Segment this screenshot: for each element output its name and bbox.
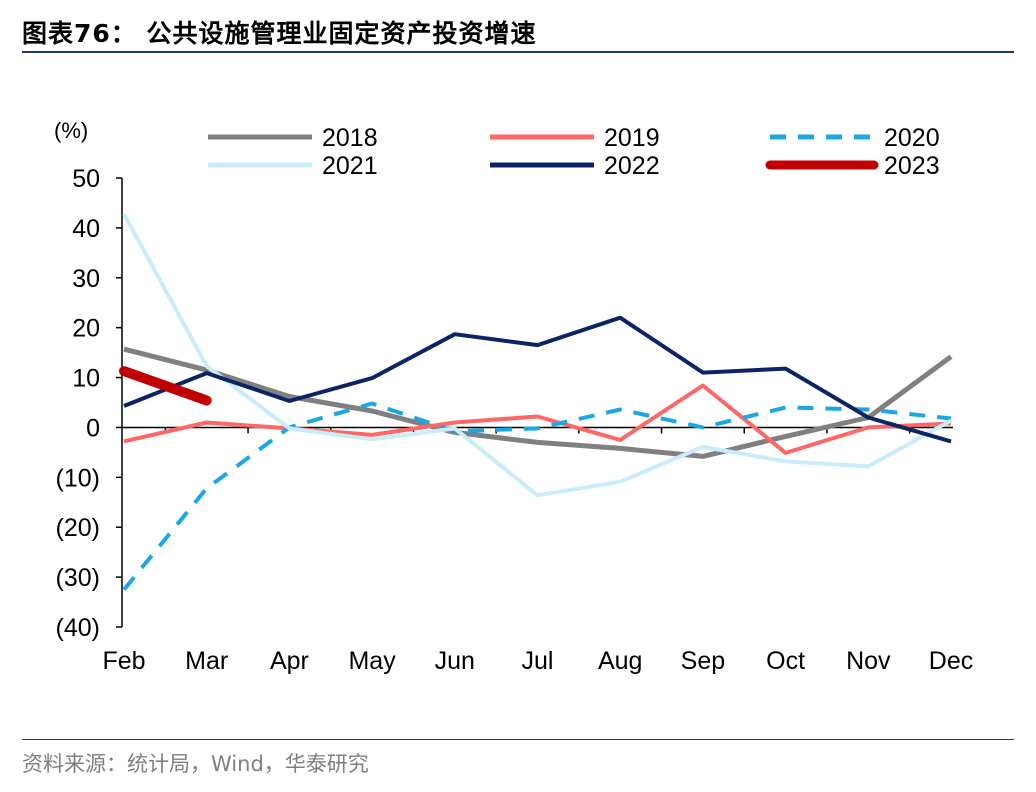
x-tick-label: May [348, 647, 396, 675]
y-tick-label: (10) [56, 464, 100, 492]
legend-label-2020: 2020 [884, 124, 940, 152]
source-rule [22, 739, 1014, 740]
x-tick-label: Aug [598, 647, 642, 675]
y-tick-label: (30) [56, 564, 100, 592]
series-line-2021 [122, 212, 952, 498]
series-line-2020 [122, 401, 952, 591]
series-line-2022 [123, 315, 952, 444]
y-tick-label: 50 [72, 165, 100, 193]
y-tick-label: 0 [86, 414, 100, 442]
y-tick-label: (20) [56, 514, 100, 542]
legend-label-2019: 2019 [604, 124, 660, 152]
source-note: 资料来源：统计局，Wind，华泰研究 [22, 752, 369, 776]
x-tick-label: Jul [522, 647, 554, 675]
x-tick-label: Dec [929, 647, 973, 675]
y-tick-label: 10 [72, 365, 100, 393]
title-rule [22, 51, 1014, 53]
x-tick-label: Nov [846, 647, 891, 675]
legend-label-2018: 2018 [322, 124, 378, 152]
series-line-2018 [123, 346, 953, 459]
x-tick-label: Oct [766, 647, 805, 675]
x-tick-label: Apr [270, 647, 309, 675]
series-line-2019 [123, 383, 952, 455]
x-tick-label: Jun [435, 647, 475, 675]
legend-label-2022: 2022 [604, 152, 660, 180]
y-tick-label: 40 [72, 215, 100, 243]
legend-label-2023: 2023 [884, 152, 940, 180]
chart-title: 图表76： 公共设施管理业固定资产投资增速 [22, 19, 537, 48]
legend-label-2021: 2021 [322, 152, 378, 180]
series-line-2023 [119, 366, 212, 406]
y-axis-unit-label: (%) [54, 118, 88, 143]
x-tick-label: Sep [681, 647, 725, 675]
x-tick-label: Mar [185, 647, 228, 675]
x-tick-label: Feb [102, 647, 145, 675]
y-tick-label: 20 [72, 315, 100, 343]
y-tick-label: (40) [56, 614, 100, 642]
y-tick-label: 30 [72, 265, 100, 293]
